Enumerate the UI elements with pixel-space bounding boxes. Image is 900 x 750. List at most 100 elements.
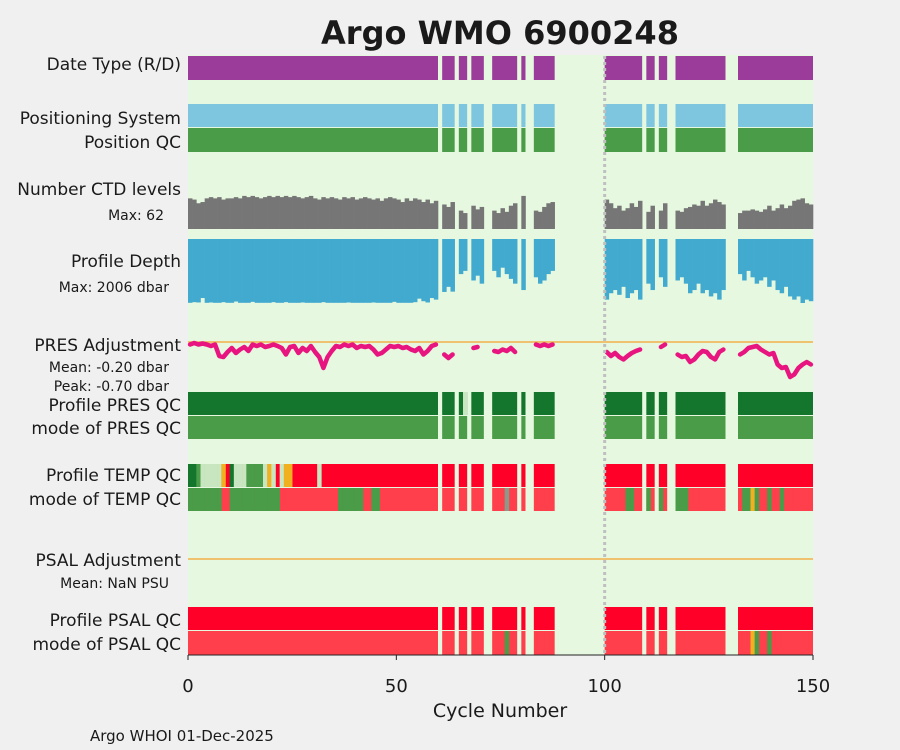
ctd-levels-bar (204, 198, 210, 229)
mode-psal-qc-bar (646, 631, 655, 655)
profile-depth-bar (638, 239, 643, 300)
profile-depth-bar (688, 239, 693, 294)
mode-temp-qc-cell (646, 488, 651, 511)
mode-temp-qc-cell (213, 488, 218, 511)
profile-temp-qc-bar (442, 464, 455, 487)
profile-depth-bar (504, 239, 510, 275)
mode-temp-qc-bar (492, 488, 518, 511)
mode-temp-qc-cell (275, 488, 280, 511)
profile-depth-bar (371, 239, 376, 303)
profile-depth-bar (192, 239, 197, 303)
positioning-system-bar (604, 104, 643, 127)
mode-pres-qc-bar (604, 416, 643, 439)
pres-adjustment-line (471, 344, 480, 351)
ctd-levels-bar (758, 211, 764, 229)
label-pres-adjustment: PRES Adjustment (34, 336, 181, 356)
profile-depth-bar (713, 239, 718, 294)
profile-depth-bar (204, 239, 210, 303)
mode-temp-qc-cell (358, 488, 364, 511)
profile-depth-bar (388, 239, 393, 303)
date-type-bar (738, 56, 813, 80)
mode-pres-qc-bar (521, 416, 526, 439)
profile-temp-qc-cell (254, 464, 260, 487)
profile-depth-bar (450, 239, 455, 292)
profile-psal-qc-bar (675, 607, 726, 630)
ctd-levels-bar (717, 202, 722, 229)
profile-depth-bar (804, 239, 810, 300)
profile-depth-bar (313, 239, 318, 303)
ctd-levels-bar (533, 210, 539, 229)
profile-depth-bar (492, 239, 497, 271)
profile-depth-bar (675, 239, 680, 281)
mode-temp-qc-cell (246, 488, 251, 511)
ctd-levels-bar (663, 203, 668, 229)
profile-depth-bar (408, 239, 414, 303)
profile-temp-qc-cell (279, 464, 285, 487)
mode-psal-qc-bar (471, 631, 484, 655)
profile-depth-bar (471, 239, 476, 281)
mode-psal-qc-bar (675, 631, 726, 655)
profile-temp-qc-cell (208, 464, 214, 487)
ctd-levels-bar (604, 199, 610, 229)
ctd-levels-bar (404, 198, 410, 229)
ctd-levels-bar (279, 197, 285, 229)
ctd-levels-bar (354, 199, 360, 229)
ctd-levels-bar (229, 198, 235, 229)
profile-pres-qc-bar (646, 392, 655, 415)
profile-pres-qc-bar (492, 392, 518, 415)
profile-depth-bar (692, 239, 697, 291)
profile-depth-bar (325, 239, 330, 303)
ctd-levels-bar (188, 198, 193, 229)
ctd-levels-bar (417, 199, 422, 229)
profile-depth-bar (425, 239, 430, 303)
position-qc-bar (492, 128, 518, 152)
ctd-levels-bar (442, 204, 447, 229)
ctd-levels-bar (450, 202, 455, 229)
date-type-bar (658, 56, 668, 80)
mode-pres-qc-bar (675, 416, 726, 439)
mode-temp-qc-cell (754, 488, 760, 511)
profile-pres-qc-bar (471, 392, 484, 415)
mode-psal-qc-bar (458, 631, 468, 655)
profile-depth-bar (767, 239, 772, 287)
ctd-levels-bar (742, 210, 747, 229)
profile-depth-bar (333, 239, 339, 303)
mode-temp-qc-cell (354, 488, 360, 511)
profile-depth-bar (271, 239, 276, 303)
profile-temp-qc-cell (192, 464, 197, 487)
mode-temp-qc-bar (188, 488, 438, 511)
mode-pres-qc-bar (458, 416, 468, 439)
position-qc-bar (471, 128, 484, 152)
mode-pres-qc-bar (646, 416, 655, 439)
profile-pres-qc-bar (675, 392, 726, 415)
ctd-levels-bar (688, 206, 693, 229)
ctd-levels-bar (208, 197, 214, 229)
profile-temp-qc-cell (233, 464, 239, 487)
position-qc-bar (442, 128, 455, 152)
mode-temp-qc-cell (200, 488, 205, 511)
ctd-levels-bar (429, 203, 435, 229)
ctd-levels-bar (692, 204, 697, 229)
ctd-levels-bar (317, 199, 322, 229)
profile-temp-qc-bar (458, 464, 468, 487)
label-positioning-system: Positioning System (20, 109, 181, 129)
mode-pres-qc-bar (188, 416, 438, 439)
profile-pres-qc-bar (521, 392, 526, 415)
profile-depth-bar (233, 239, 239, 302)
date-type-bar (442, 56, 455, 80)
ctd-levels-bar (200, 202, 205, 229)
ctd-levels-bar (513, 203, 518, 229)
ctd-levels-bar (721, 204, 726, 229)
x-tick-label: 100 (587, 676, 621, 697)
mode-temp-qc-bar (471, 488, 484, 511)
ctd-levels-bar (275, 195, 280, 229)
ctd-levels-bar (546, 203, 551, 229)
profile-psal-qc-bar (492, 607, 518, 630)
profile-depth-bar (188, 239, 193, 303)
profile-psal-qc-bar (604, 607, 643, 630)
profile-temp-qc-cell (242, 464, 247, 487)
ctd-levels-bar (521, 195, 526, 229)
profile-depth-bar (658, 239, 664, 278)
ctd-levels-bar (700, 200, 705, 229)
